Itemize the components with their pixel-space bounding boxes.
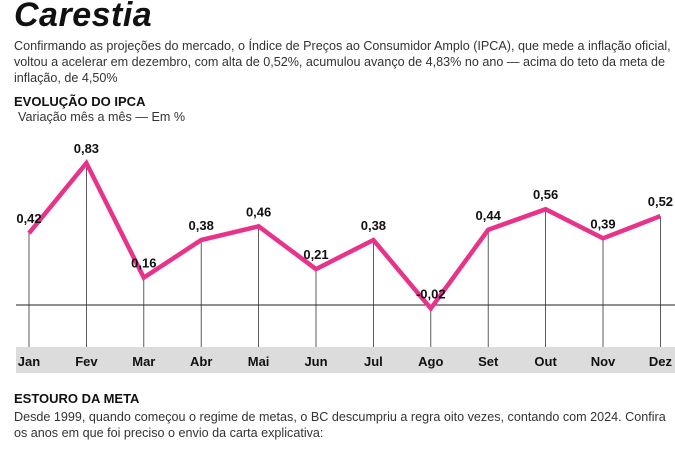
intro-text: Confirmando as projeções do mercado, o Í… xyxy=(14,39,671,85)
x-tick-label: Mar xyxy=(132,354,155,369)
x-tick-label: Abr xyxy=(190,354,212,369)
data-label: 0,38 xyxy=(189,218,214,233)
section-title: ESTOURO DA META xyxy=(14,391,140,406)
section-text: Desde 1999, quando começou o regime de m… xyxy=(14,410,666,440)
x-tick-label: Mai xyxy=(248,354,270,369)
x-tick-label: Out xyxy=(534,354,557,369)
data-label: 0,46 xyxy=(246,204,271,219)
x-tick-label: Dez xyxy=(649,354,673,369)
x-tick-label: Fev xyxy=(75,354,98,369)
data-label: 0,38 xyxy=(361,218,386,233)
x-tick-label: Set xyxy=(478,354,499,369)
x-axis-band xyxy=(16,347,675,373)
x-tick-label: Nov xyxy=(591,354,616,369)
chart-subtitle: Variação mês a mês — Em % xyxy=(18,110,186,124)
data-label: 0,39 xyxy=(590,216,615,231)
x-tick-label: Jul xyxy=(364,354,383,369)
data-label: 0,21 xyxy=(303,247,328,262)
data-label: 0,44 xyxy=(476,208,502,223)
series-line xyxy=(27,158,662,313)
data-label: 0,56 xyxy=(533,187,558,202)
data-label: 0,42 xyxy=(16,211,41,226)
data-label: 0,16 xyxy=(131,256,156,271)
x-tick-label: Ago xyxy=(418,354,443,369)
page-title: Carestia xyxy=(14,0,153,34)
data-label: 0,52 xyxy=(648,194,673,209)
x-tick-label: Jan xyxy=(18,354,40,369)
x-tick-label: Jun xyxy=(304,354,327,369)
chart-title: EVOLUÇÃO DO IPCA xyxy=(14,94,146,109)
data-label: 0,83 xyxy=(74,141,99,156)
data-label: -0,02 xyxy=(416,286,446,301)
